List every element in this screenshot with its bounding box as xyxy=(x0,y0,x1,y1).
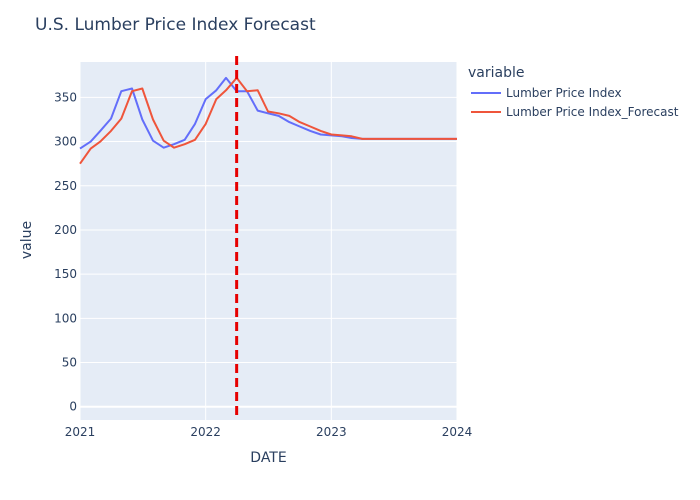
y-tick-label: 0 xyxy=(69,400,77,414)
legend-title: variable xyxy=(468,65,524,81)
legend-entry: Lumber Price Index xyxy=(506,86,622,100)
y-tick-label: 350 xyxy=(54,90,77,104)
y-tick-label: 300 xyxy=(54,135,77,149)
y-tick-label: 100 xyxy=(54,311,77,325)
y-tick-label: 200 xyxy=(54,223,77,237)
y-tick-label: 150 xyxy=(54,267,77,281)
y-axis-title: value xyxy=(19,221,35,259)
y-tick-label: 50 xyxy=(62,356,77,370)
y-tick-label: 250 xyxy=(54,179,77,193)
x-tick-label: 2021 xyxy=(65,425,96,439)
legend-entry: Lumber Price Index_Forecast xyxy=(506,105,679,119)
x-axis-title: DATE xyxy=(250,450,286,466)
legend: variable Lumber Price Index Lumber Price … xyxy=(468,65,679,119)
chart-title: U.S. Lumber Price Index Forecast xyxy=(35,15,316,35)
x-tick-label: 2024 xyxy=(442,425,473,439)
x-tick-label: 2022 xyxy=(190,425,221,439)
plot-area xyxy=(80,62,457,420)
x-tick-label: 2023 xyxy=(316,425,347,439)
